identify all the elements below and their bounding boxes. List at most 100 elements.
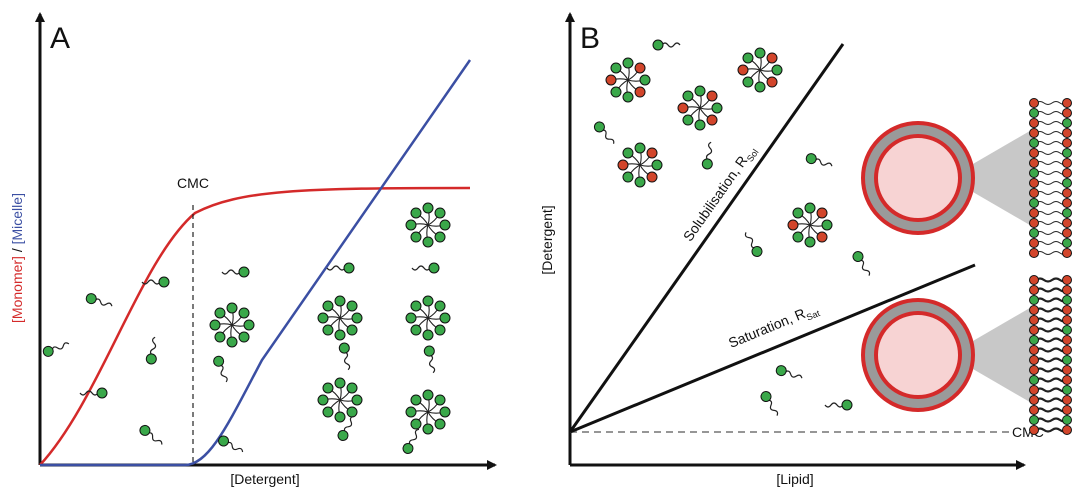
lipid-head — [1062, 148, 1072, 158]
x-axis-label: [Detergent] — [230, 471, 299, 487]
lipid-head — [1029, 325, 1039, 335]
lipid-head — [1029, 198, 1039, 208]
lipid-head — [1062, 178, 1072, 188]
saturation-text: Saturation, R — [726, 305, 808, 351]
lipid-head — [1029, 218, 1039, 228]
cmc-label: CMC — [1012, 424, 1044, 440]
panel-a: A [Monomer] / [Micelle] CMC [Detergent] — [9, 12, 497, 487]
lipid-head — [1029, 295, 1039, 305]
lipid-head — [1029, 138, 1039, 148]
saturation-label: Saturation, RSat — [726, 300, 822, 354]
micelle — [787, 202, 833, 248]
separator: / — [9, 244, 25, 256]
lipid-head — [1029, 395, 1039, 405]
lipid-head — [1062, 248, 1072, 258]
micelle — [405, 202, 451, 248]
micelle — [405, 295, 451, 341]
lipid-head — [1029, 188, 1039, 198]
monomer — [79, 387, 108, 399]
lipid-head — [1062, 365, 1072, 375]
lipid-head — [1029, 365, 1039, 375]
lipid-head — [1062, 315, 1072, 325]
lipid-head — [1029, 118, 1039, 128]
lipid-head — [1062, 275, 1072, 285]
lipid-head — [1062, 238, 1072, 248]
monomer — [221, 266, 250, 278]
lipid-head — [1029, 228, 1039, 238]
monomer — [758, 389, 782, 419]
x-axis-label: [Lipid] — [776, 471, 813, 487]
lipid-head — [1029, 158, 1039, 168]
lipid-head — [1029, 375, 1039, 385]
micelle-label: [Micelle] — [9, 193, 25, 244]
lipid-head — [1029, 345, 1039, 355]
lipid-head — [1062, 228, 1072, 238]
panel-b: B [Detergent] [Lipid] CMC Solubilisation… — [539, 12, 1072, 487]
lipid-head — [1029, 208, 1039, 218]
lipid-head — [1062, 405, 1072, 415]
monomer — [41, 338, 72, 359]
lipid-head — [1062, 305, 1072, 315]
zoom-cone — [966, 305, 1035, 405]
micelle — [617, 142, 663, 188]
lipid-head — [1029, 405, 1039, 415]
monomer — [326, 262, 355, 274]
lipid-head — [1029, 385, 1039, 395]
monomer — [144, 335, 161, 366]
lipid-head — [1029, 168, 1039, 178]
lipid-head — [1062, 158, 1072, 168]
y-axis-label: [Monomer] / [Micelle] — [9, 193, 25, 323]
lipid-head — [1062, 325, 1072, 335]
saturation-sub: Sat — [805, 308, 822, 323]
zoom-cone — [966, 128, 1035, 228]
lipid-head — [1062, 375, 1072, 385]
lipid-head — [1062, 285, 1072, 295]
monomer-curve — [39, 186, 471, 466]
lipid-head — [1029, 285, 1039, 295]
saturation-line — [569, 263, 976, 434]
lipid-head — [1029, 238, 1039, 248]
lipid-head — [1062, 188, 1072, 198]
lipid-head — [1062, 108, 1072, 118]
monomer — [700, 140, 717, 171]
monomer — [741, 229, 765, 259]
lipid-head — [1062, 395, 1072, 405]
lipid-head — [1062, 198, 1072, 208]
lipid-head — [1062, 415, 1072, 425]
micelle-curve — [40, 59, 472, 467]
lipid-head — [1062, 208, 1072, 218]
lipid-head — [1029, 315, 1039, 325]
lipid-head — [1029, 148, 1039, 158]
lipid-head — [1062, 218, 1072, 228]
lipid-head — [1062, 128, 1072, 138]
monomer — [137, 422, 166, 450]
lipid-head — [1029, 335, 1039, 345]
lipid-head — [1029, 248, 1039, 258]
monomer — [652, 39, 681, 51]
vesicle-inner — [874, 134, 962, 222]
lipid-head — [1062, 355, 1072, 365]
lipid-head — [1062, 295, 1072, 305]
monomer — [216, 433, 246, 457]
lipid-head — [1062, 345, 1072, 355]
micelle — [605, 57, 651, 103]
solubilisation-label: Solubilisation, RSol — [680, 142, 761, 246]
micelle — [677, 85, 723, 131]
lipid-head — [1029, 355, 1039, 365]
lipid-head — [1029, 425, 1039, 435]
monomer — [422, 344, 439, 375]
lipid-head — [1062, 168, 1072, 178]
monomer — [850, 249, 874, 279]
monomer — [337, 341, 354, 372]
monomer — [411, 262, 440, 274]
lipid-head — [1029, 108, 1039, 118]
monomer — [804, 151, 835, 172]
micelle — [405, 389, 451, 435]
monomer — [774, 363, 805, 384]
vesicle-inner — [874, 311, 962, 399]
monomer-label: [Monomer] — [9, 256, 25, 323]
panel-label: A — [50, 22, 70, 55]
lipid-head — [1029, 98, 1039, 108]
lipid-head — [1062, 425, 1072, 435]
